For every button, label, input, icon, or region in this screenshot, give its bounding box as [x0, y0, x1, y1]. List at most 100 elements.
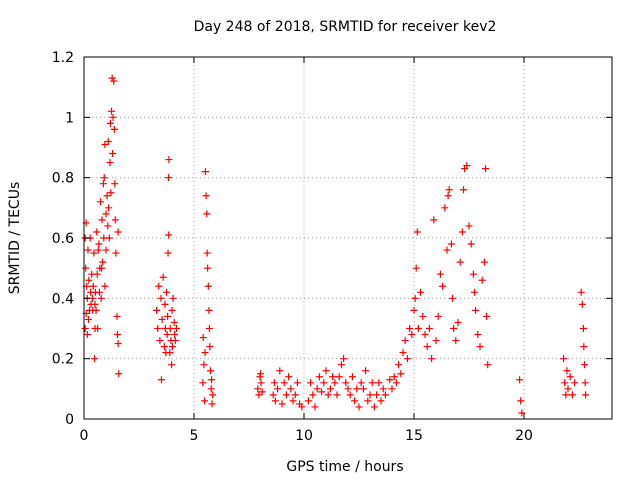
x-tick-label: 10	[295, 428, 313, 444]
data-point	[469, 270, 477, 278]
grid-lines	[84, 57, 612, 419]
data-point	[203, 249, 211, 257]
data-point	[298, 403, 306, 411]
data-point	[362, 367, 370, 375]
data-point	[84, 315, 92, 323]
data-point	[82, 264, 90, 272]
data-point	[460, 186, 467, 194]
data-point	[108, 74, 116, 82]
data-point	[88, 294, 96, 302]
data-point	[476, 343, 484, 351]
data-point	[114, 340, 122, 348]
data-point	[309, 391, 317, 399]
data-point	[304, 397, 312, 405]
data-point	[256, 370, 264, 378]
x-tick-label: 20	[515, 428, 533, 444]
data-point	[168, 361, 176, 369]
data-point	[329, 373, 337, 381]
data-point	[159, 273, 167, 281]
y-tick-label: 1	[65, 110, 74, 126]
data-point	[480, 258, 488, 266]
data-point	[357, 379, 365, 387]
data-point	[444, 192, 452, 200]
data-point	[111, 180, 119, 188]
y-tick-label: 0.2	[52, 352, 74, 368]
data-point	[322, 367, 330, 375]
data-point	[359, 385, 367, 393]
data-point	[200, 361, 208, 369]
y-tick-label: 0.6	[52, 231, 74, 247]
data-point	[445, 186, 453, 194]
x-tick-labels: 0 5 10 15 20	[80, 428, 533, 444]
data-point	[417, 288, 425, 296]
data-point	[278, 400, 286, 408]
data-point	[156, 337, 164, 345]
data-point	[100, 174, 108, 182]
data-point	[430, 216, 438, 224]
data-point	[112, 249, 120, 257]
data-point	[518, 409, 526, 417]
data-point	[563, 367, 571, 375]
axis-ticks	[83, 56, 612, 420]
data-point	[270, 379, 278, 387]
data-point	[163, 331, 171, 339]
data-point	[351, 397, 359, 405]
data-point	[258, 388, 266, 396]
data-point	[331, 379, 339, 387]
data-point	[102, 246, 110, 254]
data-point	[164, 312, 172, 320]
data-point	[484, 361, 492, 369]
data-point	[204, 264, 212, 272]
data-point	[93, 228, 101, 236]
x-tick-label: 15	[405, 428, 423, 444]
data-point	[172, 325, 180, 332]
data-point	[269, 391, 277, 399]
data-point	[92, 306, 100, 314]
data-point	[91, 300, 99, 308]
data-point	[166, 349, 174, 357]
data-point	[204, 282, 212, 290]
data-point	[106, 159, 114, 167]
data-point	[97, 294, 105, 302]
data-point	[255, 391, 263, 399]
data-point	[205, 325, 213, 332]
data-point	[81, 325, 89, 332]
data-point	[379, 385, 387, 393]
data-point	[199, 334, 207, 342]
data-point	[471, 288, 478, 296]
data-point	[95, 288, 103, 296]
data-point	[168, 306, 176, 314]
data-point	[318, 388, 326, 396]
data-point	[463, 162, 471, 170]
y-tick-labels: 0 0.2 0.4 0.6 0.8 1 1.2	[52, 50, 74, 428]
chart-title: Day 248 of 2018, SRMTID for receiver kev…	[194, 19, 497, 35]
data-point	[163, 288, 170, 296]
data-point	[320, 379, 328, 387]
data-point	[199, 379, 207, 387]
data-point	[566, 373, 574, 381]
data-point	[472, 306, 480, 314]
data-point	[577, 288, 585, 296]
data-point	[439, 282, 447, 290]
data-point	[165, 156, 173, 164]
data-point	[353, 385, 361, 393]
data-point	[579, 325, 587, 332]
data-point	[97, 198, 104, 206]
data-point	[113, 312, 121, 320]
data-point	[157, 376, 165, 384]
data-point	[421, 331, 429, 339]
data-point	[454, 318, 462, 326]
data-point	[99, 258, 107, 266]
data-point	[98, 264, 106, 272]
data-point	[84, 246, 92, 254]
data-point	[443, 246, 451, 254]
data-point	[164, 174, 172, 182]
data-point	[346, 391, 354, 399]
data-point	[370, 403, 378, 411]
x-tick-label: 5	[190, 428, 199, 444]
data-point	[164, 249, 172, 257]
data-point	[102, 210, 110, 218]
x-tick-label: 0	[80, 428, 89, 444]
data-point	[271, 397, 279, 405]
data-point	[207, 367, 214, 375]
